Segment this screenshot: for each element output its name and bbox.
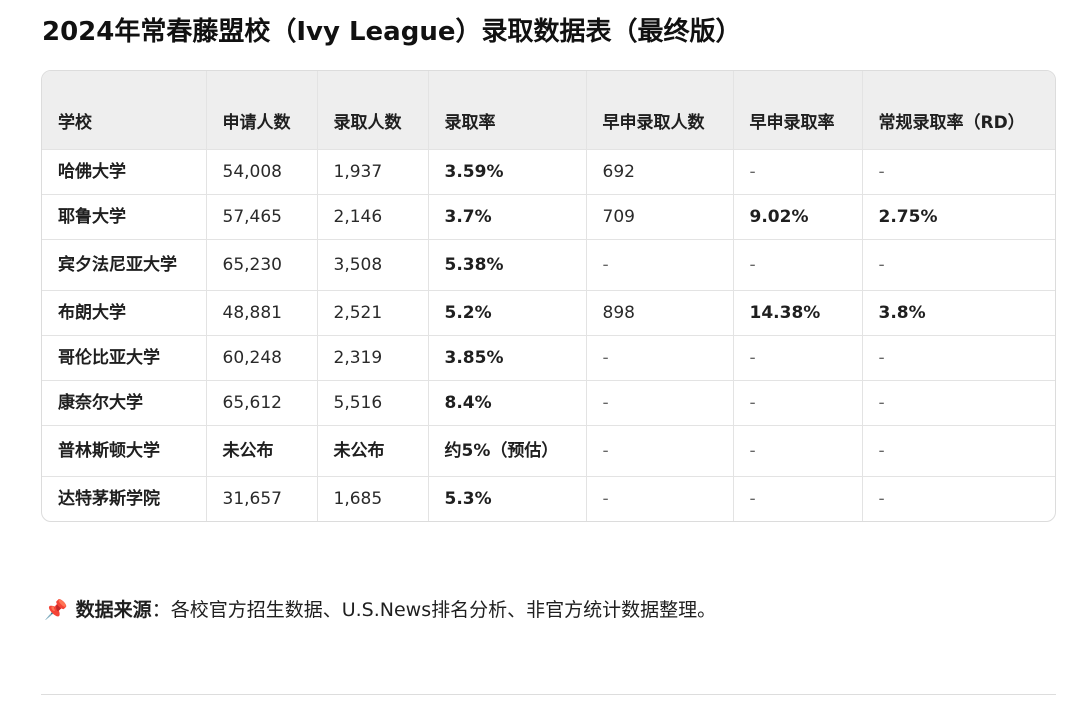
cell-admitted: 1,685 <box>316 475 428 521</box>
cell-early-admitted: - <box>585 334 733 380</box>
cell-early-admitted: - <box>585 238 733 290</box>
cell-applicants: 57,465 <box>205 193 317 239</box>
cell-early-admitted: 898 <box>585 289 733 335</box>
table-row: 布朗大学 48,881 2,521 5.2% 898 14.38% 3.8% <box>42 289 1055 335</box>
cell-admit-rate: 5.2% <box>427 289 586 335</box>
cell-rd-rate: - <box>861 379 1055 425</box>
cell-rd-rate: 2.75% <box>861 193 1055 239</box>
divider <box>41 694 1056 695</box>
cell-admitted: 1,937 <box>316 148 428 194</box>
header-early-admitted: 早申录取人数 <box>585 71 733 150</box>
data-source-note: 📌 数据来源：各校官方招生数据、U.S.News排名分析、非官方统计数据整理。 <box>44 592 716 628</box>
header-early-rate: 早申录取率 <box>732 71 862 150</box>
table-header-row: 学校 申请人数 录取人数 录取率 早申录取人数 早申录取率 常规录取率（RD） <box>42 71 1055 150</box>
cell-school: 普林斯顿大学 <box>42 424 206 476</box>
table-row: 哥伦比亚大学 60,248 2,319 3.85% - - - <box>42 334 1055 380</box>
cell-admit-rate: 5.38% <box>427 238 586 290</box>
cell-school: 耶鲁大学 <box>42 193 206 239</box>
cell-admit-rate: 约5%（预估） <box>427 424 586 476</box>
table-row: 康奈尔大学 65,612 5,516 8.4% - - - <box>42 379 1055 425</box>
cell-applicants: 未公布 <box>205 424 317 476</box>
cell-rd-rate: - <box>861 475 1055 521</box>
cell-admit-rate: 5.3% <box>427 475 586 521</box>
cell-applicants: 60,248 <box>205 334 317 380</box>
cell-early-rate: - <box>732 424 862 476</box>
cell-rd-rate: - <box>861 334 1055 380</box>
table-row: 达特茅斯学院 31,657 1,685 5.3% - - - <box>42 475 1055 521</box>
cell-admitted: 2,521 <box>316 289 428 335</box>
cell-admitted: 2,146 <box>316 193 428 239</box>
cell-school: 哈佛大学 <box>42 148 206 194</box>
cell-school: 康奈尔大学 <box>42 379 206 425</box>
cell-admit-rate: 3.59% <box>427 148 586 194</box>
cell-rd-rate: - <box>861 238 1055 290</box>
cell-early-rate: - <box>732 148 862 194</box>
cell-admit-rate: 3.85% <box>427 334 586 380</box>
header-school: 学校 <box>42 71 206 150</box>
cell-school: 哥伦比亚大学 <box>42 334 206 380</box>
table-row: 哈佛大学 54,008 1,937 3.59% 692 - - <box>42 148 1055 194</box>
cell-admitted: 未公布 <box>316 424 428 476</box>
cell-early-admitted: - <box>585 379 733 425</box>
page-title: 2024年常春藤盟校（Ivy League）录取数据表（最终版） <box>42 17 742 47</box>
header-applicants: 申请人数 <box>205 71 317 150</box>
cell-applicants: 31,657 <box>205 475 317 521</box>
cell-early-admitted: 692 <box>585 148 733 194</box>
table-row: 普林斯顿大学 未公布 未公布 约5%（预估） - - - <box>42 424 1055 476</box>
cell-school: 达特茅斯学院 <box>42 475 206 521</box>
cell-early-rate: 9.02% <box>732 193 862 239</box>
admissions-table: 学校 申请人数 录取人数 录取率 早申录取人数 早申录取率 常规录取率（RD） … <box>42 71 1055 521</box>
cell-rd-rate: - <box>861 424 1055 476</box>
pushpin-icon: 📌 <box>44 599 68 621</box>
cell-applicants: 48,881 <box>205 289 317 335</box>
cell-early-admitted: - <box>585 475 733 521</box>
header-admit-rate: 录取率 <box>427 71 586 150</box>
source-label: 数据来源 <box>75 599 152 621</box>
cell-early-rate: - <box>732 334 862 380</box>
cell-rd-rate: 3.8% <box>861 289 1055 335</box>
cell-applicants: 54,008 <box>205 148 317 194</box>
cell-early-rate: - <box>732 475 862 521</box>
source-text: 各校官方招生数据、U.S.News排名分析、非官方统计数据整理。 <box>170 599 717 621</box>
cell-admitted: 5,516 <box>316 379 428 425</box>
table-row: 耶鲁大学 57,465 2,146 3.7% 709 9.02% 2.75% <box>42 193 1055 239</box>
cell-applicants: 65,612 <box>205 379 317 425</box>
cell-early-rate: - <box>732 238 862 290</box>
cell-early-rate: - <box>732 379 862 425</box>
cell-admitted: 3,508 <box>316 238 428 290</box>
cell-admit-rate: 3.7% <box>427 193 586 239</box>
cell-rd-rate: - <box>861 148 1055 194</box>
table-row: 宾夕法尼亚大学 65,230 3,508 5.38% - - - <box>42 238 1055 290</box>
cell-admit-rate: 8.4% <box>427 379 586 425</box>
admissions-table-container: 学校 申请人数 录取人数 录取率 早申录取人数 早申录取率 常规录取率（RD） … <box>41 70 1056 522</box>
header-rd-rate: 常规录取率（RD） <box>861 71 1055 150</box>
cell-early-admitted: 709 <box>585 193 733 239</box>
header-admitted: 录取人数 <box>316 71 428 150</box>
cell-school: 布朗大学 <box>42 289 206 335</box>
source-separator: ： <box>151 599 171 621</box>
cell-early-admitted: - <box>585 424 733 476</box>
cell-early-rate: 14.38% <box>732 289 862 335</box>
cell-admitted: 2,319 <box>316 334 428 380</box>
cell-school: 宾夕法尼亚大学 <box>42 238 206 290</box>
cell-applicants: 65,230 <box>205 238 317 290</box>
